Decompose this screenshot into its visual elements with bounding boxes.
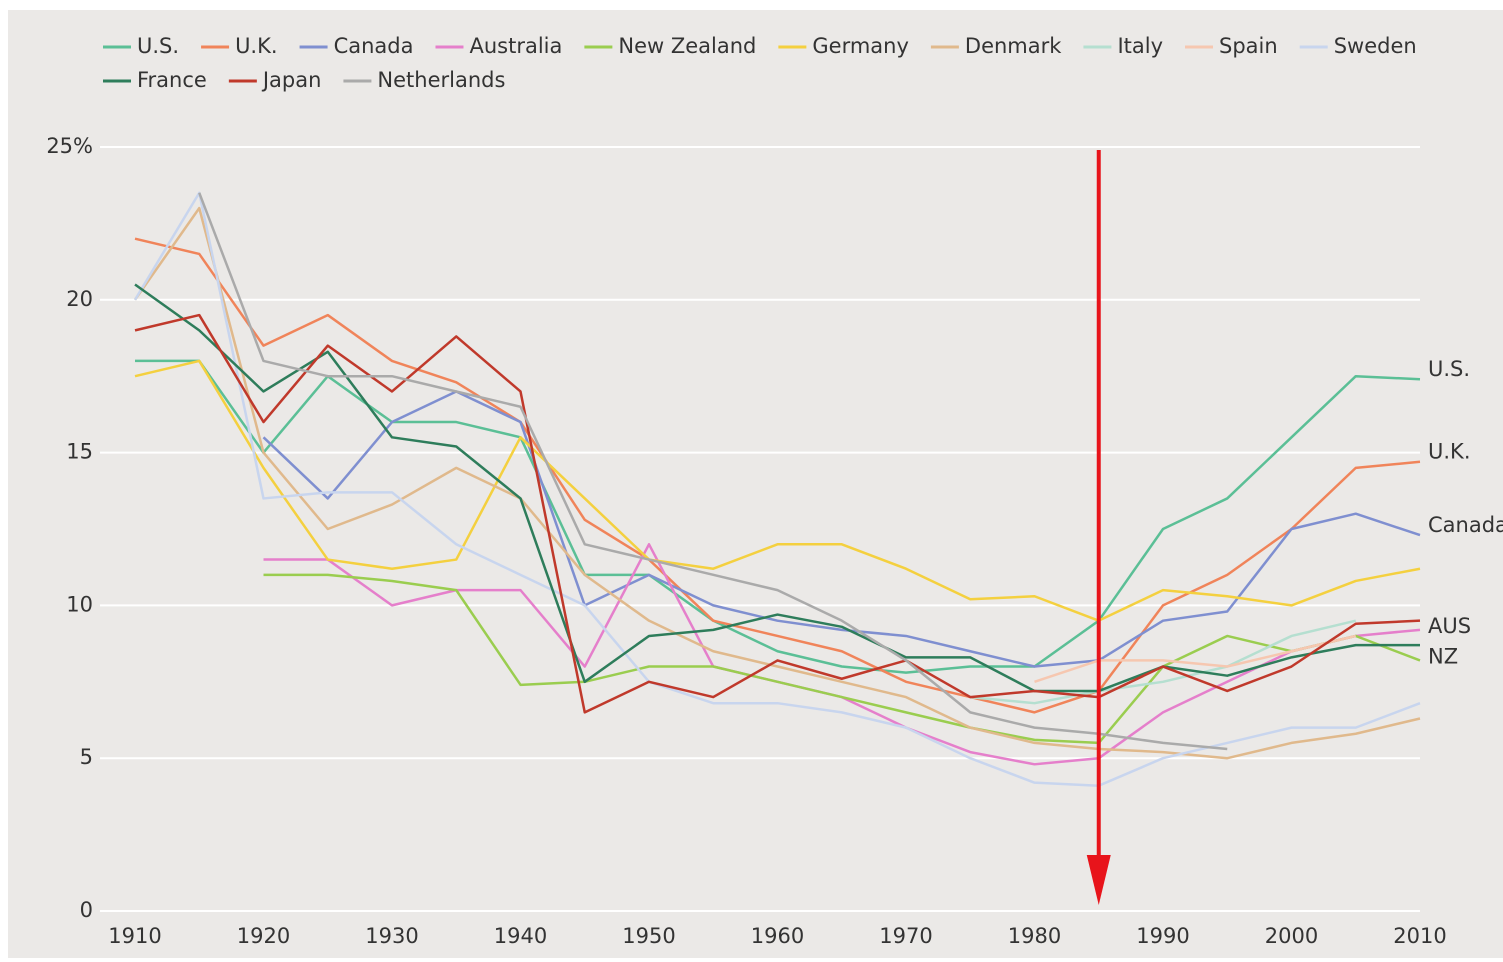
x-tick-label: 1930 [365, 924, 418, 948]
background [8, 10, 1503, 958]
annotation: NZ [1428, 644, 1458, 668]
x-tick-label: 1920 [237, 924, 290, 948]
annotation: U.K. [1428, 440, 1471, 464]
series-line [970, 619, 1357, 705]
series-line [135, 359, 1421, 674]
x-tick-label: 1970 [879, 924, 932, 948]
series-line [134, 359, 1421, 622]
legend-label: Germany [812, 34, 909, 58]
series-line [1034, 634, 1357, 683]
series-line [134, 313, 1421, 714]
legend-label: New Zealand [618, 34, 756, 58]
x-tick-label: 1950 [622, 924, 675, 948]
legend-label: France [137, 68, 207, 92]
arrow-head [1086, 855, 1111, 905]
x-tick-label: 1990 [1136, 924, 1189, 948]
x-tick-label: 1940 [494, 924, 547, 948]
legend-label: Australia [469, 34, 562, 58]
series-line [263, 573, 1421, 745]
x-tick-label: 2000 [1265, 924, 1318, 948]
legend-label: U.S. [137, 34, 179, 58]
x-tick-label: 1910 [108, 924, 161, 948]
legend-label: Sweden [1334, 34, 1417, 58]
y-tick-label: 25% [46, 134, 93, 158]
x-tick-label: 1960 [751, 924, 804, 948]
legend-label: Canada [334, 34, 414, 58]
series-line [198, 192, 1228, 751]
y-tick-label: 15 [66, 440, 93, 464]
series-line [134, 283, 1420, 693]
legend-label: Italy [1117, 34, 1163, 58]
legend-label: Denmark [965, 34, 1062, 58]
series-line [134, 237, 1421, 714]
legend-label: Spain [1219, 34, 1278, 58]
annotation: Canada [1428, 513, 1503, 537]
legend-label: Netherlands [377, 68, 505, 92]
annotation: U.S. [1428, 357, 1470, 381]
legend-label: U.K. [235, 34, 278, 58]
x-tick-label: 1980 [1008, 924, 1061, 948]
y-tick-label: 10 [66, 592, 93, 616]
x-tick-label: 2010 [1393, 924, 1446, 948]
y-tick-label: 0 [80, 898, 93, 922]
series-line [133, 206, 1421, 760]
y-tick-label: 20 [66, 287, 93, 311]
y-tick-label: 5 [80, 745, 93, 769]
legend-label: Japan [261, 68, 322, 92]
annotation: AUS [1428, 614, 1471, 638]
